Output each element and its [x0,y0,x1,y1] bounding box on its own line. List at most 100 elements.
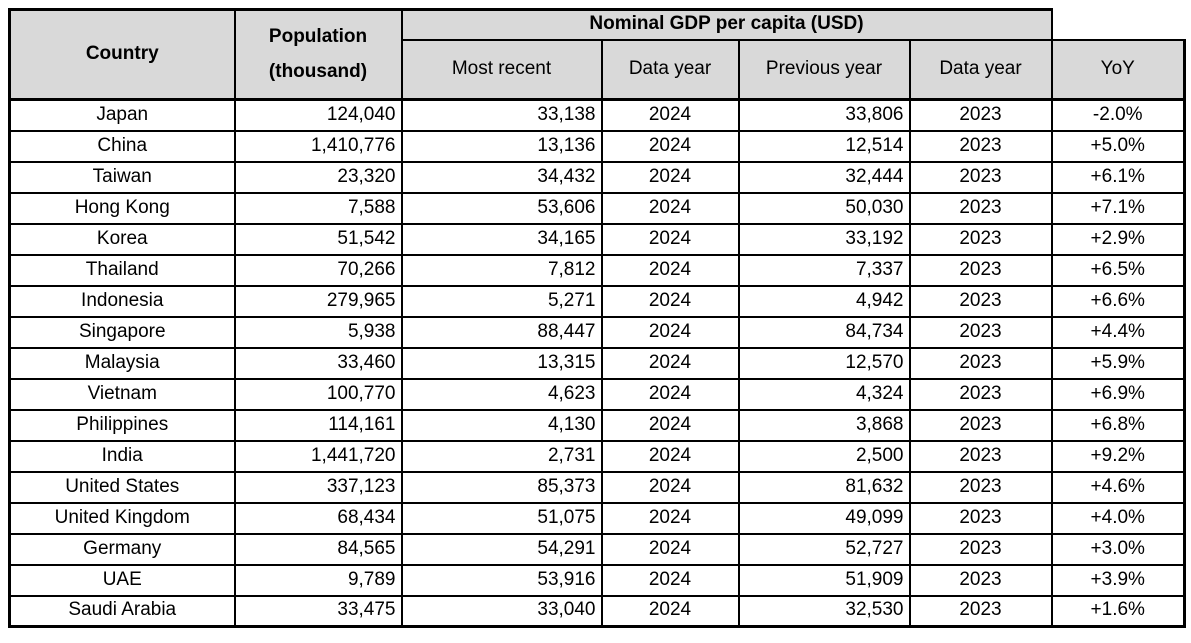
cell-population: 1,410,776 [233,129,403,163]
table-row: Malaysia 33,460 13,315 2024 12,570 2023 +5.9% [8,346,1186,380]
cell-country: Indonesia [8,284,236,318]
cell-previous-year: 2,500 [737,439,911,473]
cell-yoy: +5.0% [1050,129,1186,163]
cell-most-recent: 34,165 [400,222,603,256]
cell-previous-year: 7,337 [737,253,911,287]
header-row-sub: Most recent Data year Previous year Data… [10,38,1186,101]
cell-population: 70,266 [233,253,403,287]
cell-country: Korea [8,222,236,256]
cell-yoy: +6.8% [1050,408,1186,442]
cell-population: 51,542 [233,222,403,256]
cell-most-recent: 34,432 [400,160,603,194]
table-row: Philippines 114,161 4,130 2024 3,868 2023 +6.8… [8,408,1186,442]
cell-previous-year: 49,099 [737,501,911,535]
cell-data-year-recent: 2024 [600,377,740,411]
cell-yoy: +3.0% [1050,532,1186,566]
cell-data-year-recent: 2024 [600,315,740,349]
table-row: United Kingdom 68,434 51,075 2024 49,099 2023… [8,501,1186,535]
cell-yoy: +4.4% [1050,315,1186,349]
cell-previous-year: 4,324 [737,377,911,411]
cell-yoy: +1.6% [1050,594,1186,628]
header-row-group: Country Population (thousand) Nominal GD… [8,8,1185,101]
table-row: United States 337,123 85,373 2024 81,632 2023… [8,470,1186,504]
cell-data-year-previous: 2023 [908,563,1053,597]
cell-country: Vietnam [8,377,236,411]
cell-most-recent: 4,623 [400,377,603,411]
corner-cell [1051,9,1185,40]
cell-most-recent: 33,138 [400,98,603,132]
cell-most-recent: 54,291 [400,532,603,566]
cell-data-year-previous: 2023 [908,346,1053,380]
table-header: Country Population (thousand) Nominal GD… [8,8,1186,101]
cell-data-year-recent: 2024 [600,129,740,163]
header-population: Population (thousand) [233,8,403,101]
cell-yoy: +4.6% [1050,470,1186,504]
cell-yoy: -2.0% [1050,98,1186,132]
cell-data-year-previous: 2023 [908,594,1053,628]
cell-previous-year: 50,030 [737,191,911,225]
cell-most-recent: 7,812 [400,253,603,287]
cell-data-year-recent: 2024 [600,408,740,442]
cell-data-year-previous: 2023 [908,408,1053,442]
cell-country: Germany [8,532,236,566]
cell-data-year-previous: 2023 [908,470,1053,504]
cell-country: Taiwan [8,160,236,194]
cell-most-recent: 53,606 [400,191,603,225]
cell-previous-year: 32,444 [737,160,911,194]
cell-population: 33,475 [233,594,403,628]
header-population-line1: Population [268,25,368,47]
table-row: Vietnam 100,770 4,623 2024 4,324 2023 +6.9% [8,377,1186,411]
cell-data-year-previous: 2023 [908,253,1053,287]
cell-country: Saudi Arabia [8,594,236,628]
cell-yoy: +6.1% [1050,160,1186,194]
table-row: Hong Kong 7,588 53,606 2024 50,030 2023 +7.1% [8,191,1186,225]
cell-most-recent: 2,731 [400,439,603,473]
cell-country: Hong Kong [8,191,236,225]
cell-most-recent: 88,447 [400,315,603,349]
cell-data-year-recent: 2024 [600,222,740,256]
header-yoy: YoY [1050,38,1186,101]
header-previous-year: Previous year [737,38,911,101]
cell-yoy: +6.5% [1050,253,1186,287]
header-population-line2: (thousand) [268,60,368,82]
cell-country: Japan [8,98,236,132]
cell-previous-year: 3,868 [737,408,911,442]
cell-previous-year: 12,570 [737,346,911,380]
cell-most-recent: 13,315 [400,346,603,380]
table-row: Saudi Arabia 33,475 33,040 2024 32,530 2023 +1… [8,594,1186,628]
header-most-recent: Most recent [400,38,603,101]
cell-data-year-previous: 2023 [908,222,1053,256]
cell-country: United Kingdom [8,501,236,535]
cell-previous-year: 51,909 [737,563,911,597]
cell-yoy: +2.9% [1050,222,1186,256]
cell-yoy: +5.9% [1050,346,1186,380]
cell-country: Singapore [8,315,236,349]
cell-previous-year: 84,734 [737,315,911,349]
cell-most-recent: 51,075 [400,501,603,535]
cell-population: 33,460 [233,346,403,380]
table-row: Taiwan 23,320 34,432 2024 32,444 2023 +6.1% [8,160,1186,194]
table-row: Singapore 5,938 88,447 2024 84,734 2023 +4.4% [8,315,1186,349]
table-body: Japan 124,040 33,138 2024 33,806 2023 -2.0% Chi… [8,98,1186,628]
cell-population: 124,040 [233,98,403,132]
cell-previous-year: 33,192 [737,222,911,256]
cell-country: United States [8,470,236,504]
cell-country: UAE [8,563,236,597]
cell-data-year-previous: 2023 [908,98,1053,132]
table-row: Indonesia 279,965 5,271 2024 4,942 2023 +6.6% [8,284,1186,318]
cell-population: 23,320 [233,160,403,194]
cell-data-year-recent: 2024 [600,98,740,132]
cell-population: 5,938 [233,315,403,349]
cell-population: 7,588 [233,191,403,225]
cell-data-year-recent: 2024 [600,594,740,628]
table-row: India 1,441,720 2,731 2024 2,500 2023 +9.2% [8,439,1186,473]
cell-data-year-recent: 2024 [600,563,740,597]
cell-previous-year: 33,806 [737,98,911,132]
table-row: Korea 51,542 34,165 2024 33,192 2023 +2.9% [8,222,1186,256]
cell-population: 84,565 [233,532,403,566]
gdp-table: Country Population (thousand) Nominal GD… [8,8,1186,628]
cell-population: 114,161 [233,408,403,442]
cell-most-recent: 53,916 [400,563,603,597]
cell-data-year-previous: 2023 [908,191,1053,225]
table-row: UAE 9,789 53,916 2024 51,909 2023 +3.9% [8,563,1186,597]
